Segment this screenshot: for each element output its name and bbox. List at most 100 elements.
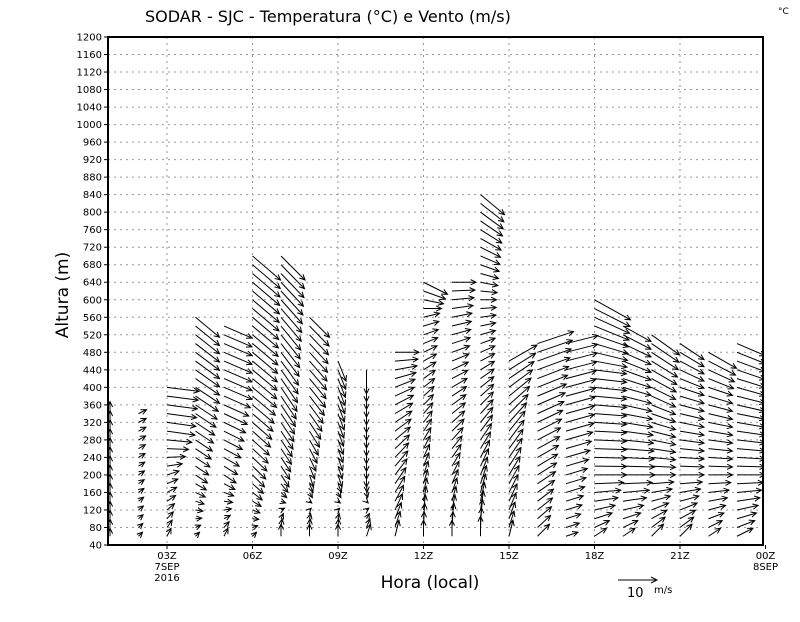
wind-vector xyxy=(196,414,216,428)
vector-arrowhead-icon xyxy=(316,433,321,439)
wind-vector xyxy=(281,449,291,465)
wind-vector xyxy=(737,414,765,421)
vector-arrowhead-icon xyxy=(291,413,296,419)
wind-vector xyxy=(766,440,794,445)
wind-vector xyxy=(481,361,495,370)
vector-shaft xyxy=(253,449,269,463)
vector-shaft xyxy=(253,379,277,399)
vector-shaft xyxy=(680,466,704,467)
vector-shaft xyxy=(595,431,627,433)
wind-vector xyxy=(766,379,794,389)
wind-vector xyxy=(766,431,794,437)
vector-shaft xyxy=(737,528,753,536)
x-tick-sub2: 2016 xyxy=(154,573,179,584)
wind-vector xyxy=(737,361,765,372)
y-tick-label: 320 xyxy=(83,418,102,429)
wind-vector xyxy=(737,480,763,485)
wind-vector xyxy=(481,290,498,295)
wind-vector xyxy=(481,265,500,272)
vector-shaft xyxy=(196,379,220,396)
y-tick-label: 80 xyxy=(89,523,102,534)
wind-vector xyxy=(652,449,676,454)
vector-shaft xyxy=(196,317,220,337)
vector-arrowhead-icon xyxy=(777,520,783,525)
wind-vector xyxy=(452,378,467,387)
wind-vector xyxy=(766,370,794,380)
wind-vector xyxy=(623,464,655,469)
wind-vector xyxy=(766,488,791,493)
wind-vector xyxy=(196,326,220,346)
vector-shaft xyxy=(481,407,493,422)
wind-vector xyxy=(652,379,677,392)
wind-vector xyxy=(766,396,794,404)
wind-vector xyxy=(306,508,312,514)
wind-vector xyxy=(566,531,578,536)
wind-vector xyxy=(766,512,785,519)
wind-vector xyxy=(680,503,697,510)
reference-vector: 10 m/s xyxy=(618,577,672,601)
vector-shaft xyxy=(766,513,785,519)
wind-vector xyxy=(481,273,499,279)
wind-vector xyxy=(595,447,627,452)
wind-vector xyxy=(766,414,794,421)
vector-shaft xyxy=(253,317,279,339)
wind-vector xyxy=(452,337,470,344)
wind-vector xyxy=(338,361,346,381)
vector-arrowhead-icon xyxy=(788,367,794,372)
wind-vector xyxy=(307,519,312,528)
wind-vector xyxy=(737,405,765,413)
wind-vector xyxy=(424,370,436,378)
wind-vector xyxy=(595,504,616,510)
y-tick-label: 640 xyxy=(83,278,102,289)
vector-shaft xyxy=(452,370,468,378)
reference-value: 10 xyxy=(627,586,644,601)
wind-vector xyxy=(595,496,618,501)
wind-vector xyxy=(623,440,653,445)
vector-arrowhead-icon xyxy=(788,472,793,477)
wind-vector xyxy=(307,514,312,520)
vector-shaft xyxy=(253,387,277,407)
vector-shaft xyxy=(224,422,246,432)
wind-vector xyxy=(167,462,182,467)
vector-arrowhead-icon xyxy=(530,353,536,358)
y-tick-label: 520 xyxy=(83,330,102,341)
wind-vector xyxy=(395,387,414,396)
wind-vector xyxy=(481,305,497,310)
y-tick-label: 720 xyxy=(83,243,102,254)
wind-vector xyxy=(623,422,653,429)
x-tick-label: 15Z xyxy=(499,551,519,562)
wind-vector xyxy=(652,495,671,501)
vector-arrowhead-icon xyxy=(781,504,787,509)
wind-vector xyxy=(253,431,271,447)
x-axis-label: Hora (local) xyxy=(381,573,480,593)
wind-vector xyxy=(737,448,765,453)
vector-arrowhead-icon xyxy=(788,456,794,461)
wind-vector xyxy=(253,501,262,506)
vector-shaft xyxy=(595,352,628,360)
vector-shaft xyxy=(310,414,322,432)
vector-shaft xyxy=(595,317,630,333)
wind-vector xyxy=(137,523,143,529)
vector-arrowhead-icon xyxy=(788,391,794,396)
plot-frame xyxy=(108,37,763,545)
vector-arrowhead-icon xyxy=(230,478,236,483)
vector-arrowhead-icon xyxy=(788,408,794,413)
wind-vector xyxy=(253,387,277,407)
wind-vector xyxy=(680,414,704,421)
vector-arrowhead-icon xyxy=(170,495,176,500)
wind-vector xyxy=(566,440,591,448)
wind-vector xyxy=(737,456,765,461)
wind-vector xyxy=(194,532,200,538)
wind-vector xyxy=(680,487,701,492)
wind-vector xyxy=(167,470,179,475)
vector-shaft xyxy=(310,317,330,337)
vector-arrowhead-icon xyxy=(206,446,212,451)
wind-vector xyxy=(623,396,651,404)
wind-vector xyxy=(224,449,241,458)
wind-vector xyxy=(424,362,436,370)
wind-vector xyxy=(253,422,272,439)
wind-vector xyxy=(452,320,471,326)
wind-vector xyxy=(481,346,495,353)
vector-arrowhead-icon xyxy=(516,448,521,454)
wind-vector xyxy=(709,480,731,485)
